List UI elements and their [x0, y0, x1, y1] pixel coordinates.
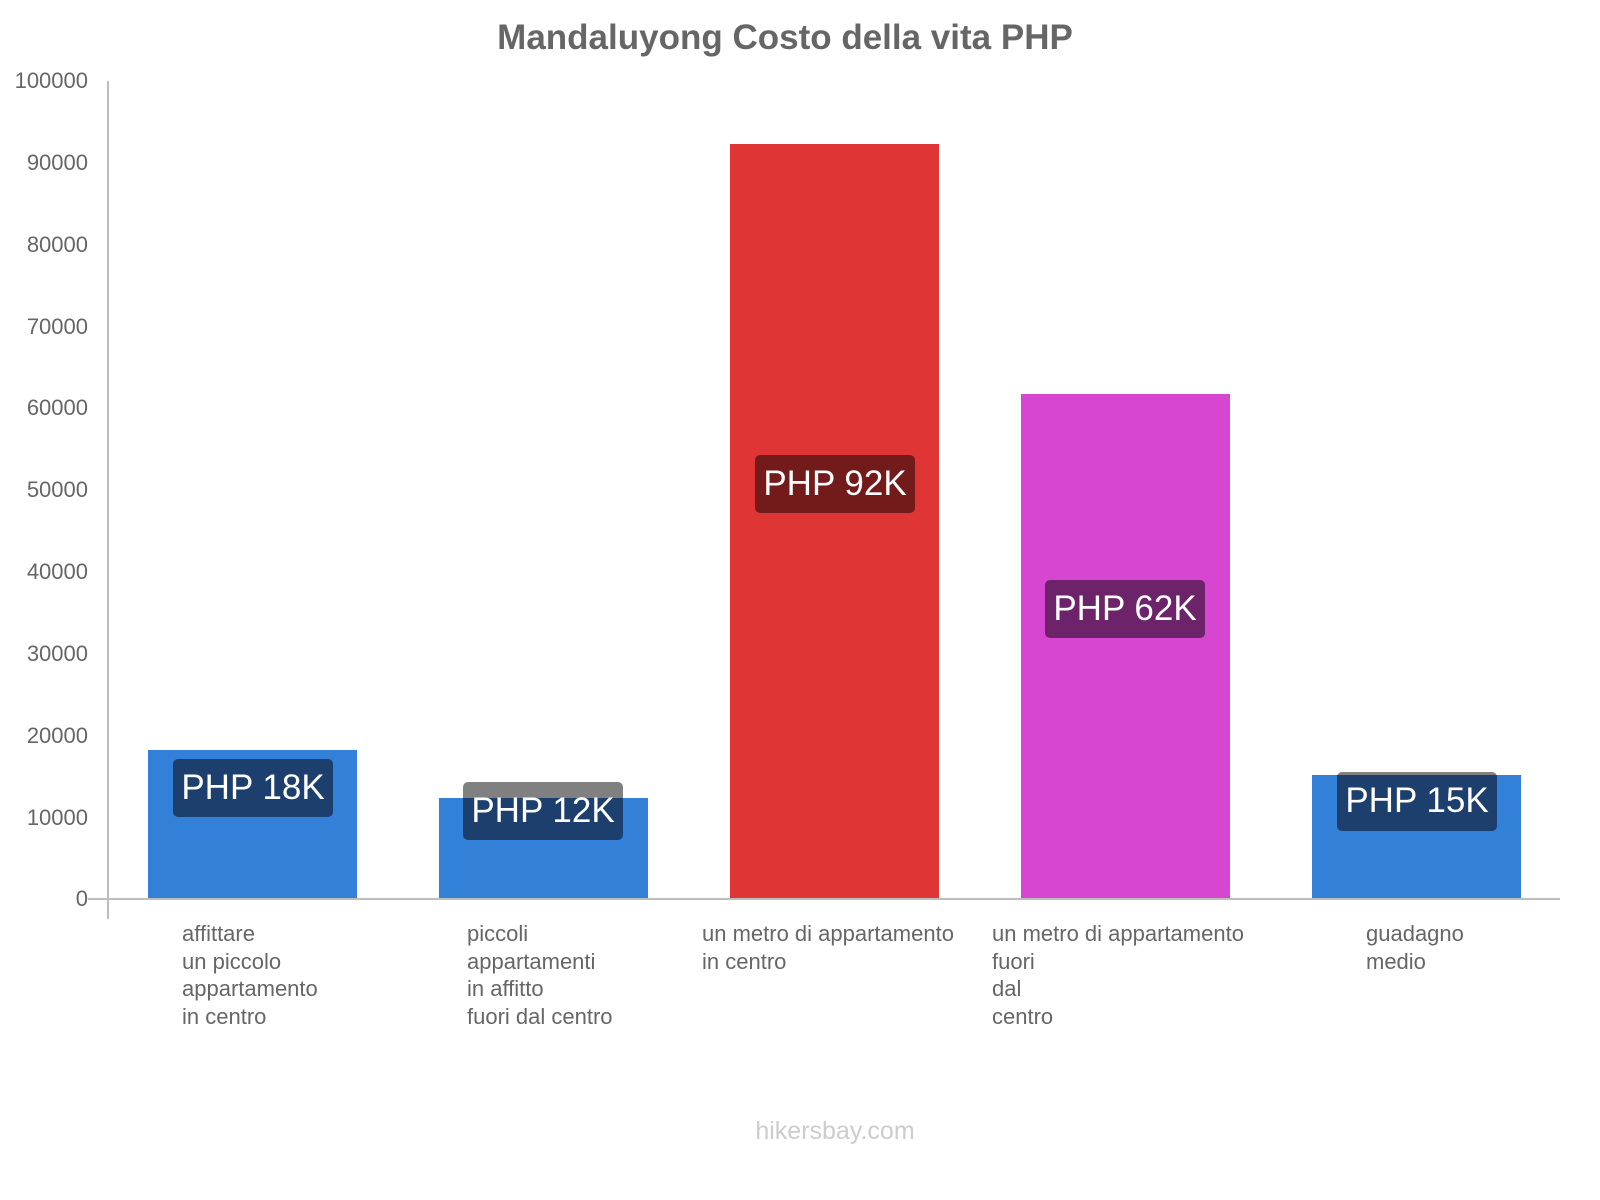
bar-value-label: PHP 18K — [173, 759, 333, 817]
y-tick-label: 30000 — [26, 641, 88, 666]
bar-value-label — [463, 782, 623, 800]
y-axis-line — [107, 81, 109, 919]
y-tick-label: 40000 — [26, 559, 88, 584]
y-tick-label: 70000 — [26, 314, 88, 339]
y-tick-label: 0 — [75, 886, 88, 911]
x-axis-line — [88, 898, 1560, 900]
bar-value-label: PHP 92K — [755, 455, 915, 513]
bar-value-label: PHP 62K — [1045, 580, 1205, 638]
y-tick-label: 90000 — [26, 150, 88, 175]
y-tick-label: 80000 — [26, 232, 88, 257]
source-watermark: hikersbay.com — [755, 1117, 915, 1145]
chart-title: Mandaluyong Costo della vita PHP — [497, 18, 1073, 57]
y-tick-label: 100000 — [14, 68, 88, 93]
y-tick-label: 50000 — [26, 477, 88, 502]
x-category-label: piccoli appartamenti in affitto fuori da… — [467, 921, 613, 1029]
x-category-label: guadagno medio — [1366, 921, 1464, 974]
bar-value-label: PHP 12K — [463, 793, 623, 840]
x-category-label: un metro di appartamento in centro — [702, 921, 954, 974]
x-category-label: affittare un piccolo appartamento in cen… — [182, 921, 318, 1029]
x-category-label: un metro di appartamento fuori dal centr… — [992, 921, 1244, 1029]
bar-sqm-center[interactable] — [730, 144, 939, 899]
bar-value-label: PHP 15K — [1337, 775, 1497, 831]
y-tick-label: 60000 — [26, 395, 88, 420]
y-tick-label: 10000 — [26, 805, 88, 830]
y-tick-label: 20000 — [26, 723, 88, 748]
bar-sqm-outside[interactable] — [1021, 394, 1230, 899]
